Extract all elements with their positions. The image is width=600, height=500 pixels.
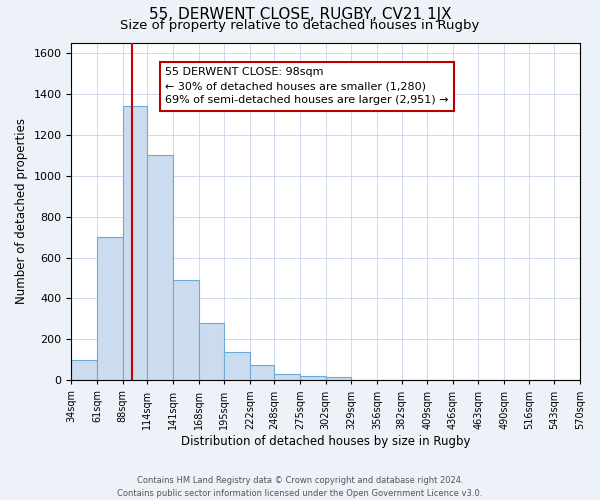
Bar	[173, 280, 199, 380]
Text: 55 DERWENT CLOSE: 98sqm
← 30% of detached houses are smaller (1,280)
69% of semi: 55 DERWENT CLOSE: 98sqm ← 30% of detache…	[166, 67, 449, 105]
Bar	[224, 352, 250, 380]
Bar	[250, 365, 274, 380]
Bar	[199, 323, 224, 380]
Bar	[148, 155, 173, 380]
Bar	[326, 378, 352, 380]
Bar	[97, 237, 122, 380]
Text: 55, DERWENT CLOSE, RUGBY, CV21 1JX: 55, DERWENT CLOSE, RUGBY, CV21 1JX	[149, 8, 451, 22]
Bar	[274, 374, 300, 380]
Text: Contains HM Land Registry data © Crown copyright and database right 2024.
Contai: Contains HM Land Registry data © Crown c…	[118, 476, 482, 498]
Bar	[300, 376, 326, 380]
Bar	[122, 106, 148, 380]
X-axis label: Distribution of detached houses by size in Rugby: Distribution of detached houses by size …	[181, 434, 470, 448]
Bar	[71, 360, 97, 380]
Text: Size of property relative to detached houses in Rugby: Size of property relative to detached ho…	[121, 19, 479, 32]
Y-axis label: Number of detached properties: Number of detached properties	[15, 118, 28, 304]
